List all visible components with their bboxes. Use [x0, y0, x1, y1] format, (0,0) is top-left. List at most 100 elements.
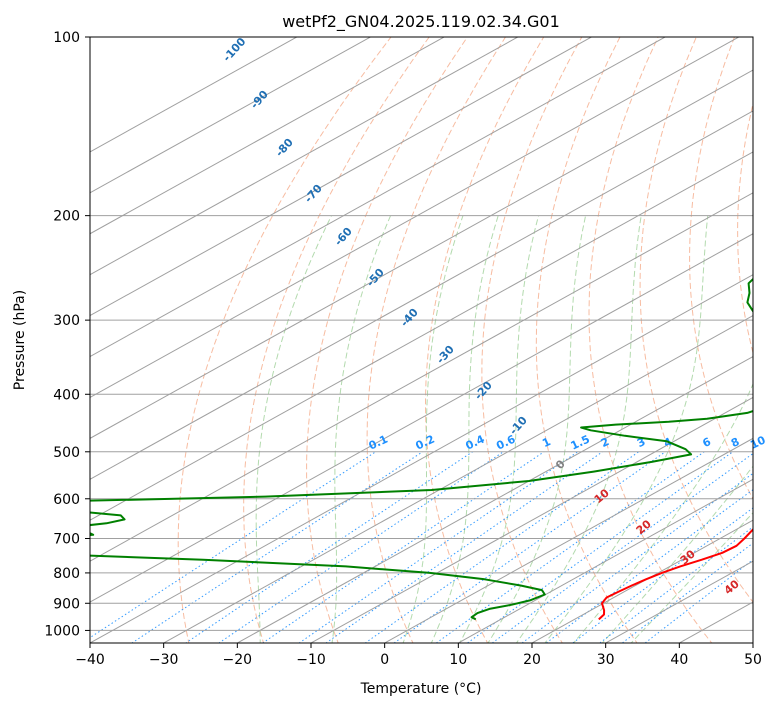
- isotherm-value-label: -50: [364, 266, 387, 290]
- mixing-ratio-line: [545, 489, 753, 643]
- y-axis-label: Pressure (hPa): [12, 290, 28, 390]
- mixing-ratio-line: [491, 452, 753, 643]
- mixing-ratio-label: 1: [540, 435, 552, 450]
- y-tick-label: 100: [53, 30, 80, 46]
- isotherm-line: [90, 110, 753, 480]
- isotherm-line: [309, 396, 753, 643]
- moist-adiabat-line: [430, 215, 499, 643]
- moist-adiabat-line: [572, 382, 753, 643]
- dry-adiabat-line: [639, 37, 753, 603]
- sounding-profiles: [90, 277, 753, 621]
- isotherm-line: [90, 233, 753, 603]
- isotherm-line: [90, 151, 753, 521]
- moist-adiabat-label: 10: [592, 486, 612, 506]
- isotherm-line: [162, 315, 753, 643]
- x-tick-label: −40: [75, 652, 105, 668]
- mixing-ratio-line: [435, 451, 705, 643]
- isotherm-line: [90, 37, 298, 153]
- isotherm-value-label: -20: [472, 379, 495, 403]
- mixing-ratio-label: 2: [599, 435, 611, 450]
- isotherm-line: [90, 274, 753, 643]
- x-tick-label: 30: [597, 652, 615, 668]
- isotherm-line: [90, 37, 740, 399]
- mixing-ratio-label: 0.4: [463, 432, 486, 452]
- dry-adiabat-line: [177, 37, 392, 643]
- y-tick-label: 800: [53, 566, 80, 582]
- moist-adiabat-line: [331, 215, 392, 643]
- isotherm-line: [90, 69, 753, 439]
- plot-frame: [89, 36, 754, 644]
- mixing-ratio-line: [393, 451, 666, 643]
- moist-adiabat-label: 40: [722, 577, 742, 597]
- isotherm-line: [90, 37, 593, 317]
- y-tick-label: 1000: [44, 623, 80, 639]
- dewpoint-profile-line: [90, 277, 753, 621]
- x-tick-label: 20: [523, 652, 541, 668]
- isotherm-value-label: -70: [302, 182, 325, 206]
- dry-adiabat-line: [535, 37, 638, 643]
- x-axis: −40 −30 −20 −10 0 10 20 30 40 50: [75, 643, 762, 668]
- isotherm-value-label: -30: [434, 343, 457, 367]
- mixing-ratio-line: [131, 451, 423, 643]
- x-axis-label: Temperature (°C): [360, 681, 482, 697]
- isotherm-line: [530, 519, 753, 643]
- moist-adiabat-line: [255, 215, 332, 643]
- mixing-ratio-label: 0.1: [367, 433, 390, 453]
- isotherm-line: [236, 355, 753, 643]
- dry-adiabat-line: [481, 37, 583, 643]
- y-tick-label: 700: [53, 532, 80, 548]
- moist-adiabat-line: [601, 465, 753, 643]
- mixing-ratio-label: 1.5: [569, 433, 592, 453]
- y-tick-label: 300: [53, 313, 80, 329]
- isotherm-line: [383, 437, 753, 643]
- isotherm-line: [457, 478, 753, 643]
- isotherm-value-label: -80: [273, 136, 296, 160]
- isotherm-value-label: -40: [398, 306, 421, 330]
- isotherm-line: [90, 37, 446, 235]
- mixing-ratio-line: [521, 472, 753, 643]
- mixing-ratio-line: [184, 451, 473, 643]
- y-tick-label: 600: [53, 492, 80, 508]
- mixing-ratio-line: [644, 558, 753, 643]
- mixing-ratio-line: [621, 542, 753, 643]
- x-tick-label: −30: [149, 652, 179, 668]
- isotherm-line: [90, 37, 372, 194]
- isotherm-line: [90, 37, 519, 276]
- moist-adiabat-line: [544, 215, 709, 643]
- isotherm-value-label: -90: [248, 88, 271, 112]
- mixing-ratio-label: 0.2: [414, 433, 437, 453]
- chart-title: wetPf2_GN04.2025.119.02.34.G01: [282, 12, 560, 32]
- mixing-ratio-label: 10: [748, 433, 768, 451]
- mixing-ratio-label: 8: [729, 435, 741, 450]
- y-tick-label: 400: [53, 387, 80, 403]
- y-tick-label: 500: [53, 445, 80, 461]
- background-reference-lines: [90, 37, 753, 643]
- dry-adiabat-line: [425, 37, 545, 643]
- moist-adiabat-line: [515, 215, 642, 643]
- x-tick-label: −20: [223, 652, 253, 668]
- x-tick-label: 0: [380, 652, 389, 668]
- isotherm-value-label: -60: [332, 225, 355, 249]
- y-tick-label: 200: [53, 209, 80, 225]
- mixing-ratio-label: 6: [700, 435, 713, 450]
- x-tick-label: −10: [296, 652, 326, 668]
- y-tick-label: 900: [53, 596, 80, 612]
- dry-adiabat-line: [737, 101, 753, 355]
- mixing-ratio-line: [571, 507, 753, 643]
- mixing-ratio-line: [466, 451, 733, 643]
- dry-adiabat-line: [689, 37, 753, 500]
- x-tick-label: 10: [449, 652, 467, 668]
- dry-adiabat-line: [306, 37, 468, 643]
- x-tick-label: 40: [670, 652, 688, 668]
- dry-adiabat-line: [243, 37, 430, 643]
- temperature-profile-line: [598, 527, 753, 621]
- mixing-ratio-line: [325, 451, 603, 643]
- isotherm-line: [90, 192, 753, 562]
- moist-adiabat-line: [459, 215, 540, 643]
- isotherm-value-label: -100: [220, 35, 248, 64]
- moist-adiabat-line: [402, 215, 464, 643]
- dry-adiabat-line: [366, 37, 506, 643]
- zero-isotherm-label: 0: [553, 457, 568, 472]
- y-axis: 100 200 300 400 500 600 700 800 900 1000: [44, 30, 90, 639]
